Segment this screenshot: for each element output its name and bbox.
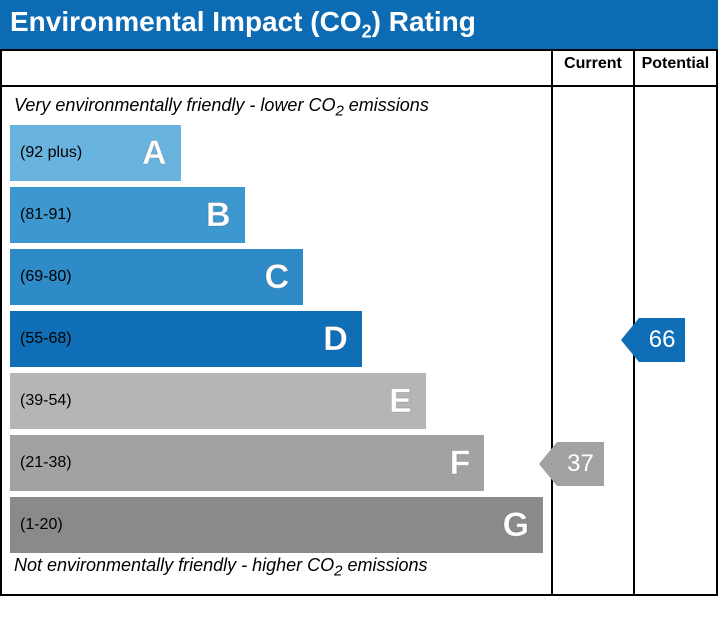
band-row-e: (39-54) E bbox=[10, 373, 543, 429]
band-row-d: (55-68) D bbox=[10, 311, 543, 367]
rating-chart: Environmental Impact (CO2) Rating Curren… bbox=[0, 0, 718, 596]
band-range-b: (81-91) bbox=[20, 206, 72, 224]
band-range-g: (1-20) bbox=[20, 516, 63, 534]
header-current: Current bbox=[552, 50, 634, 86]
pointer-wrap: 66 bbox=[635, 318, 716, 362]
band-bar-b: (81-91) B bbox=[10, 187, 245, 243]
band-range-f: (21-38) bbox=[20, 454, 72, 472]
header-potential: Potential bbox=[634, 50, 717, 86]
caption-bottom: Not environmentally friendly - higher CO… bbox=[10, 553, 543, 586]
band-bar-a: (92 plus) A bbox=[10, 125, 181, 181]
band-row-g: (1-20) G bbox=[10, 497, 543, 553]
chevron-left-icon bbox=[539, 442, 557, 486]
chevron-left-icon bbox=[621, 318, 639, 362]
chart-title: Environmental Impact (CO2) Rating bbox=[0, 0, 718, 49]
rating-value: 66 bbox=[639, 318, 686, 362]
chart-table: Current Potential Very environmentally f… bbox=[0, 49, 718, 596]
band-bar-e: (39-54) E bbox=[10, 373, 426, 429]
band-bar-d: (55-68) D bbox=[10, 311, 362, 367]
band-bar-c: (69-80) C bbox=[10, 249, 303, 305]
band-letter-g: G bbox=[503, 506, 529, 545]
band-row-f: (21-38) F bbox=[10, 435, 543, 491]
band-letter-d: D bbox=[323, 320, 348, 359]
band-range-a: (92 plus) bbox=[20, 144, 82, 162]
band-bar-f: (21-38) F bbox=[10, 435, 484, 491]
band-letter-f: F bbox=[450, 444, 471, 483]
pointer-wrap: 37 bbox=[553, 442, 633, 486]
rating-value: 37 bbox=[557, 442, 604, 486]
column-potential: 66 bbox=[634, 86, 717, 595]
chart-bands-cell: Very environmentally friendly - lower CO… bbox=[1, 86, 552, 595]
bands-container: (92 plus) A (81-91) B (69-80) C (55-68) D (39-54… bbox=[10, 125, 543, 553]
caption-top: Very environmentally friendly - lower CO… bbox=[10, 93, 543, 126]
band-range-c: (69-80) bbox=[20, 268, 72, 286]
rating-pointer: 37 bbox=[539, 442, 633, 486]
header-blank bbox=[1, 50, 552, 86]
band-bar-g: (1-20) G bbox=[10, 497, 543, 553]
chart-title-text: Environmental Impact (CO2) Rating bbox=[10, 6, 476, 37]
band-letter-e: E bbox=[389, 382, 412, 421]
band-letter-c: C bbox=[265, 258, 290, 297]
band-letter-a: A bbox=[142, 134, 167, 173]
band-row-b: (81-91) B bbox=[10, 187, 543, 243]
rating-pointer: 66 bbox=[621, 318, 716, 362]
band-range-e: (39-54) bbox=[20, 392, 72, 410]
band-letter-b: B bbox=[206, 196, 231, 235]
band-range-d: (55-68) bbox=[20, 330, 72, 348]
band-row-a: (92 plus) A bbox=[10, 125, 543, 181]
band-row-c: (69-80) C bbox=[10, 249, 543, 305]
